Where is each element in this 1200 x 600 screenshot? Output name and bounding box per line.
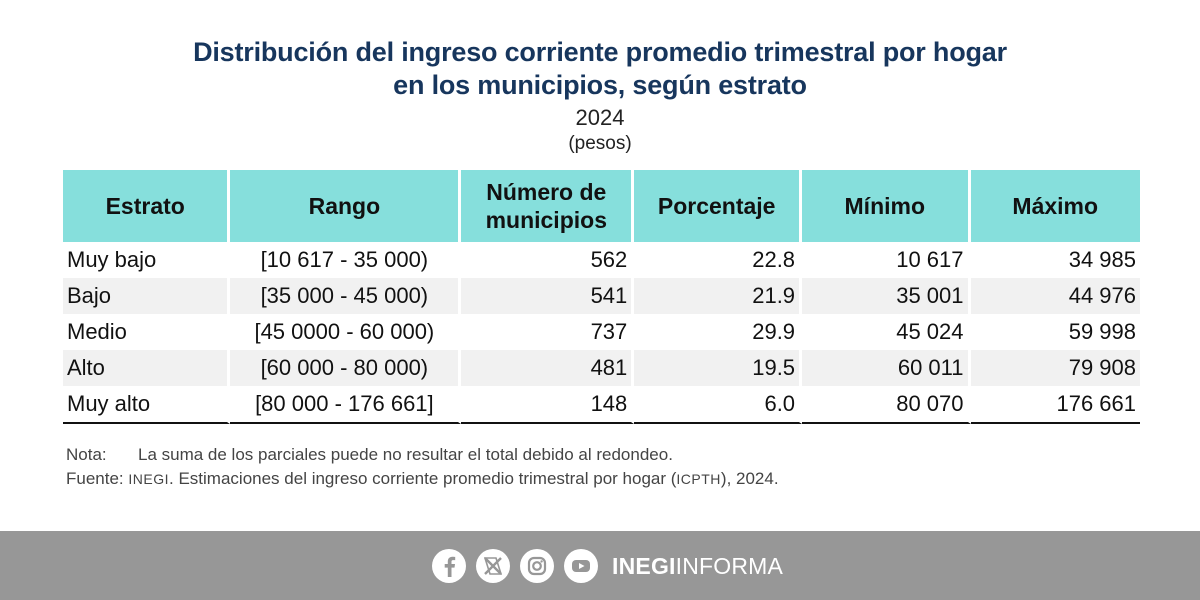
- cell-minimo: 35 001: [802, 278, 971, 314]
- cell-maximo: 176 661: [970, 386, 1140, 424]
- fuente-abbr: ICPTH: [676, 471, 721, 487]
- cell-estrato: Muy bajo: [63, 242, 231, 278]
- cell-porcentaje: 6.0: [634, 386, 803, 424]
- cell-porcentaje: 21.9: [634, 278, 803, 314]
- col-header-maximo: Máximo: [970, 170, 1140, 242]
- cell-numero: 562: [461, 242, 635, 278]
- nota-text: La suma de los parciales puede no result…: [138, 445, 673, 464]
- cell-porcentaje: 19.5: [634, 350, 803, 386]
- col-header-porcentaje: Porcentaje: [634, 170, 803, 242]
- cell-rango: [45 0000 - 60 000): [230, 314, 462, 350]
- cell-porcentaje: 22.8: [634, 242, 803, 278]
- col-header-rango: Rango: [230, 170, 462, 242]
- cell-minimo: 60 011: [802, 350, 971, 386]
- youtube-icon[interactable]: [564, 549, 598, 583]
- nota-line: Nota: La suma de los parciales puede no r…: [66, 443, 779, 467]
- cell-estrato: Alto: [63, 350, 231, 386]
- cell-rango: [80 000 - 176 661]: [230, 386, 462, 424]
- cell-estrato: Muy alto: [63, 386, 231, 424]
- cell-rango: [35 000 - 45 000): [230, 278, 462, 314]
- cell-maximo: 59 998: [1068, 319, 1136, 344]
- col-header-estrato: Estrato: [63, 170, 231, 242]
- cell-porcentaje: 29.9: [634, 314, 803, 350]
- facebook-icon[interactable]: [432, 549, 466, 583]
- cell-numero: 737: [461, 314, 635, 350]
- table-row: Bajo [35 000 - 45 000) 541 21.9 35 001 4…: [63, 278, 1140, 314]
- brand-wordmark: INEGIINFORMA: [612, 548, 783, 584]
- cell-maximo: 44 976: [970, 278, 1140, 314]
- brand-rest: INFORMA: [675, 553, 784, 579]
- fuente-text-a: . Estimaciones del ingreso corriente pro…: [169, 469, 677, 488]
- table-row: Alto [60 000 - 80 000) 481 19.5 60 011 7…: [63, 350, 1140, 386]
- cell-estrato: Bajo: [63, 278, 231, 314]
- title-block: Distribución del ingreso corriente prome…: [0, 36, 1200, 156]
- brand-bold: INEGI: [612, 553, 676, 579]
- cell-maximo: 79 908: [970, 350, 1140, 386]
- col-header-numero-municipios: Número de municipios: [461, 170, 635, 242]
- x-icon[interactable]: [476, 549, 510, 583]
- cell-rango: [60 000 - 80 000): [230, 350, 462, 386]
- cell-numero: 541: [461, 278, 635, 314]
- fuente-text-b: ), 2024.: [720, 469, 779, 488]
- table-header-row: Estrato Rango Número de municipios Porce…: [63, 170, 1140, 242]
- cell-minimo: 80 070: [802, 386, 971, 424]
- cell-rango: [10 617 - 35 000): [230, 242, 462, 278]
- social-links: INEGIINFORMA: [432, 548, 783, 584]
- col-header-minimo: Mínimo: [802, 170, 971, 242]
- cell-estrato: Medio: [63, 314, 231, 350]
- table-row: Muy alto [80 000 - 176 661] 148 6.0 80 0…: [63, 386, 1140, 424]
- title-line-1: Distribución del ingreso corriente prome…: [193, 37, 1007, 67]
- cell-maximo: 34 985: [1068, 247, 1136, 272]
- col-header-numero-municipios-text: Número de municipios: [485, 179, 607, 233]
- cell-minimo: 45 024: [802, 314, 971, 350]
- notes-block: Nota: La suma de los parciales puede no r…: [66, 443, 779, 491]
- fuente-label: Fuente:: [66, 469, 124, 488]
- fuente-org: INEGI: [128, 471, 170, 487]
- unit-label: (pesos): [568, 133, 632, 154]
- table-row: Muy bajo [10 617 - 35 000) 562 22.8 10 6…: [63, 242, 1140, 278]
- cell-minimo: 10 617: [802, 242, 971, 278]
- cell-numero: 148: [461, 386, 635, 424]
- table-row: Medio [45 0000 - 60 000) 737 29.9 45 024…: [63, 314, 1140, 350]
- footer-bar: INEGIINFORMA: [0, 531, 1200, 600]
- fuente-line: Fuente: INEGI. Estimaciones del ingreso …: [66, 467, 779, 491]
- nota-label: Nota:: [66, 445, 107, 464]
- instagram-icon[interactable]: [520, 549, 554, 583]
- title-line-2: en los municipios, según estrato: [393, 70, 807, 100]
- cell-numero: 481: [461, 350, 635, 386]
- year-label: 2024: [575, 105, 625, 130]
- strata-table: Estrato Rango Número de municipios Porce…: [63, 170, 1140, 424]
